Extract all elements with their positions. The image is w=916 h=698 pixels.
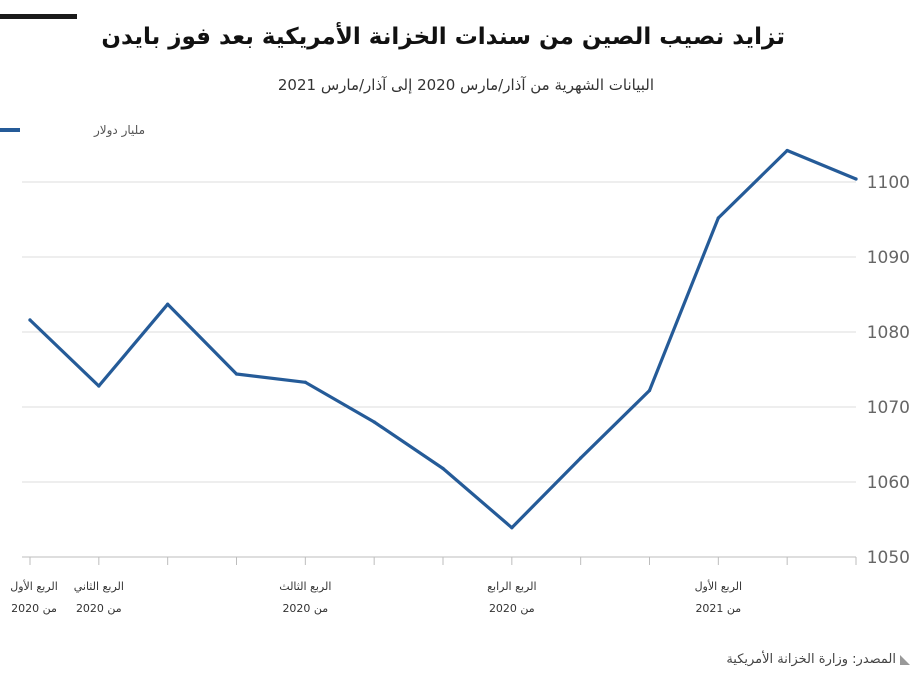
y-axis-ticks: 1050 1060 1070 1080 1090 1100 [867,173,910,568]
x-tick-label-year: من 2020 [489,602,535,615]
chart-subtitle: البيانات الشهرية من آذار/مارس 2020 إلى آ… [277,76,654,94]
data-point [647,388,652,393]
data-point [166,302,170,306]
data-point [303,380,307,384]
x-tick-label-year: من 2020 [282,602,328,615]
grid-lines [22,181,856,558]
y-tick-label: 1050 [867,548,910,568]
source-text: المصدر: وزارة الخزانة الأمريكية [726,652,896,667]
y-tick-label: 1070 [867,398,910,418]
source-note: المصدر: وزارة الخزانة الأمريكية [726,652,910,667]
data-point [97,384,101,388]
data-point [510,526,514,530]
data-point [785,148,789,153]
y-tick-label: 1060 [867,473,910,493]
data-point [579,456,583,460]
x-tick-label-year: من 2020 [76,602,122,615]
x-tick-label-year: من 2021 [695,602,741,615]
series-layer [28,148,858,530]
data-point [28,318,32,322]
x-tick-label: الربع الأول [10,579,58,593]
x-tick-label: الربع الثاني [74,580,124,593]
x-tick-label: الربع الرابع [487,580,536,593]
y-tick-label: 1090 [867,248,910,268]
data-point [716,216,720,220]
x-tick-label: الربع الأول [695,579,743,593]
data-point [234,372,239,376]
x-tick-label-year: من 2020 [11,602,57,615]
chart-title: تزايد نصيب الصين من سندات الخزانة الأمري… [101,24,785,50]
data-point [372,420,376,424]
header-accent-bar [0,14,77,19]
legend-label: مليار دولار [93,123,145,138]
y-tick-label: 1080 [867,323,910,343]
x-tick-label: الربع الثالث [279,580,331,593]
legend: مليار دولار [0,123,145,138]
data-point [854,177,858,181]
data-point [441,466,445,471]
y-tick-label: 1100 [867,173,910,193]
series-line [28,148,858,530]
x-axis: الربع الأول من 2020 الربع الثاني من 2020 الر… [10,557,857,615]
source-triangle-icon [900,654,910,665]
